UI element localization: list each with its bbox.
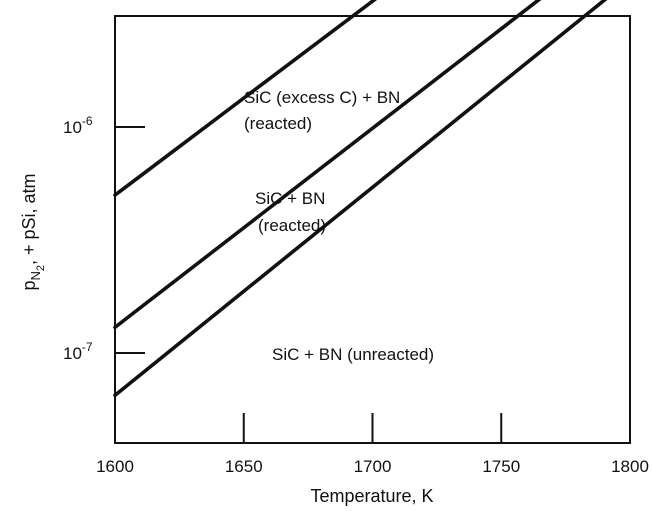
x-tick-label: 1650: [225, 457, 263, 476]
y-axis-title-sub: N: [28, 271, 43, 280]
annotation-series-3-line-1: SiC + BN (unreacted): [272, 345, 434, 364]
x-tick-label: 1700: [354, 457, 392, 476]
y-axis-title: pN2, + pSi, atm: [19, 173, 47, 290]
annotation-series-1-line-1: SiC (excess C) + BN: [244, 88, 400, 107]
y-tick-label: 10-6: [63, 114, 93, 137]
y-axis-title-rest: , + pSi, atm: [19, 173, 39, 265]
annotation-series-2-line-1: SiC + BN: [255, 189, 325, 208]
x-tick-label: 1800: [611, 457, 649, 476]
annotation-series-2-line-2: (reacted): [258, 216, 326, 235]
series-line-2: [113, 0, 542, 330]
x-axis-title: Temperature, K: [310, 486, 433, 506]
y-axis-title-p: p: [19, 281, 39, 291]
series-line-3: [113, 0, 608, 398]
x-axis: 1600 1650 1700 1750 1800: [96, 413, 649, 476]
series-layer: [113, 0, 608, 398]
x-tick-label: 1750: [482, 457, 520, 476]
annotation-series-1-line-2: (reacted): [244, 114, 312, 133]
y-axis-title-subsub: 2: [35, 265, 47, 271]
series-line-1: [113, 0, 378, 197]
x-tick-label: 1600: [96, 457, 134, 476]
y-axis: 10-710-610-5: [63, 114, 145, 363]
plot-frame: [114, 15, 631, 444]
y-tick-label: 10-7: [63, 340, 93, 363]
